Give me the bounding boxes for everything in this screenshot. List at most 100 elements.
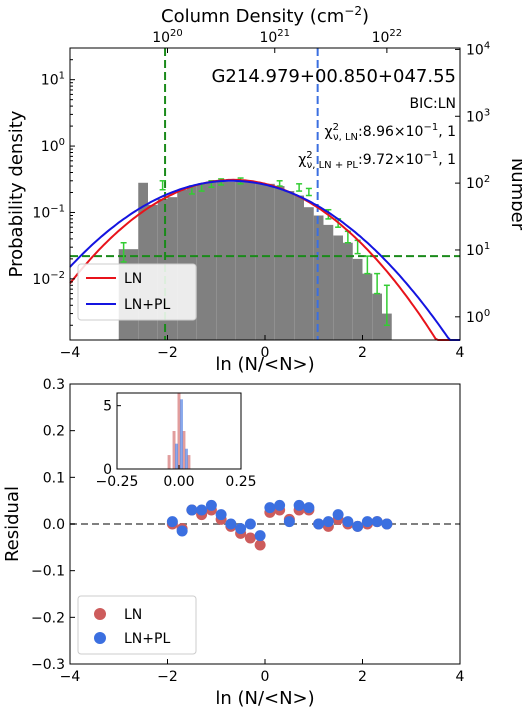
x-tick-label: 4 xyxy=(456,345,465,361)
inset-x-tick-label: −0.25 xyxy=(96,474,139,490)
inset-y-tick-label: 5 xyxy=(103,399,112,415)
top-x-tick-label: 1020 xyxy=(152,28,183,46)
residual-point-lnpl xyxy=(244,518,256,530)
residual-point-lnpl xyxy=(381,518,393,530)
chi2-ln-label: χ2 ν, LN:8.96×10−1, 1 xyxy=(325,122,456,143)
residual-y-axis-label: Residual xyxy=(2,486,23,562)
histogram-bar xyxy=(216,181,226,340)
histogram-bar xyxy=(343,242,353,340)
residual-y-tick-label: −0.3 xyxy=(31,657,65,673)
residual-y-tick-label: −0.2 xyxy=(31,610,65,626)
residual-point-lnpl xyxy=(303,502,315,514)
top-x-tick-label: 1022 xyxy=(372,28,403,46)
source-title: G214.979+00.850+047.55 xyxy=(211,66,456,87)
right-y-tick-label: 100 xyxy=(466,308,490,326)
x-tick-label: 2 xyxy=(358,345,367,361)
residual-y-tick-label: 0.1 xyxy=(43,470,65,486)
inset-axis-ticks: −0.25 0.00 0.25 5 0 xyxy=(96,399,257,490)
inset-y-tick-label: 0 xyxy=(103,462,112,478)
residual-point-lnpl xyxy=(215,509,227,521)
residual-x-tick-label: 4 xyxy=(456,669,465,685)
histogram-bar xyxy=(235,180,246,340)
residual-point-lnpl xyxy=(361,516,373,528)
y-tick-label: 101 xyxy=(41,71,65,89)
inset-x-tick-label: 0.00 xyxy=(163,474,194,490)
residual-point-lnpl xyxy=(186,504,198,516)
residual-axis-ticks: −4 −2 0 2 4 0.3 0.2 0.1 0.0 −0.1 −0.2 −0.3 xyxy=(31,377,465,685)
inset-bar xyxy=(175,443,179,469)
histogram-bar xyxy=(284,191,295,340)
residual-point-lnpl xyxy=(235,523,247,535)
inset-bar xyxy=(187,455,191,469)
histogram-bar xyxy=(372,293,382,340)
residual-y-tick-label: 0.2 xyxy=(43,424,65,440)
right-y-axis-label: Number xyxy=(507,158,522,231)
pdf-axis-ticks: −4 −2 0 2 4 101 100 10−1 10−2 104 103 102 101 100 1020… xyxy=(32,28,490,361)
residual-legend-lnpl-marker xyxy=(94,632,106,644)
histogram-bar xyxy=(294,195,304,340)
bic-label: BIC:LN xyxy=(410,96,457,112)
pdf-legend: LN LN+PL xyxy=(77,263,197,321)
residual-legend-ln-label: LN xyxy=(124,607,142,623)
residual-point-lnpl xyxy=(332,509,344,521)
histogram-bar xyxy=(138,182,148,340)
y-tick-label: 100 xyxy=(41,137,65,155)
residual-x-tick-label: 0 xyxy=(261,669,270,685)
residual-x-tick-label: −2 xyxy=(157,669,178,685)
residual-x-tick-label: 2 xyxy=(358,669,367,685)
residual-point-lnpl xyxy=(166,516,178,528)
right-y-tick-label: 103 xyxy=(466,107,490,125)
y-tick-label: 10−1 xyxy=(32,203,65,221)
inset-bar xyxy=(179,399,183,469)
residual-panel: −4 −2 0 2 4 0.3 0.2 0.1 0.0 −0.1 −0.2 −0.3 ln (N/<N… xyxy=(2,377,465,709)
residual-histogram-inset: −0.25 0.00 0.25 5 0 xyxy=(96,392,257,490)
histogram-bar xyxy=(323,224,334,340)
residual-y-tick-label: 0.0 xyxy=(43,517,65,533)
histogram-bar xyxy=(304,207,314,340)
histogram-bar xyxy=(226,181,236,340)
x-axis-label: ln (N/<N>) xyxy=(215,354,314,375)
residual-legend-lnpl-label: LN+PL xyxy=(124,631,170,647)
chi2-lnpl-label: χ2 ν, LN + PL:9.72×10−1, 1 xyxy=(298,150,456,171)
pdf-panel: −4 −2 0 2 4 101 100 10−1 10−2 104 103 102 101 100 1020… xyxy=(6,4,522,375)
inset-bar xyxy=(184,448,188,469)
x-tick-label: −2 xyxy=(157,345,178,361)
residual-point-lnpl xyxy=(176,525,188,537)
legend-ln-label: LN xyxy=(124,271,142,287)
residual-point-lnpl xyxy=(225,518,237,530)
residual-points xyxy=(166,499,393,551)
residual-y-tick-label: −0.1 xyxy=(31,564,65,580)
fit-curves xyxy=(69,178,460,341)
residual-point-ln xyxy=(244,532,256,544)
inset-x-tick-label: 0.25 xyxy=(225,474,256,490)
y-tick-label: 10−2 xyxy=(32,270,65,288)
residual-point-lnpl xyxy=(371,516,383,528)
residual-point-lnpl xyxy=(342,516,354,528)
inset-bar xyxy=(172,431,176,469)
inset-bar xyxy=(177,393,181,469)
histogram-bar xyxy=(265,183,275,340)
y-axis-label: Probability density xyxy=(6,110,27,277)
residual-x-tick-label: −4 xyxy=(60,669,81,685)
top-x-tick-label: 1021 xyxy=(259,28,290,46)
histogram-bar xyxy=(206,181,217,340)
residual-point-lnpl xyxy=(293,499,305,511)
legend-lnpl-label: LN+PL xyxy=(124,297,170,313)
residual-point-lnpl xyxy=(274,499,286,511)
inset-bar xyxy=(182,431,186,469)
right-y-tick-label: 102 xyxy=(466,174,490,192)
histogram-bar xyxy=(274,186,285,340)
residual-legend-ln-marker xyxy=(94,608,106,620)
residual-point-lnpl xyxy=(322,516,334,528)
right-y-tick-label: 104 xyxy=(466,40,490,58)
top-x-axis-label: Column Density (cm−2) xyxy=(161,4,369,27)
histogram-bar xyxy=(352,258,363,340)
residual-point-lnpl xyxy=(283,516,295,528)
right-y-tick-label: 101 xyxy=(466,241,490,259)
histogram-bar xyxy=(196,183,207,340)
inset-bars xyxy=(167,393,191,469)
residual-point-lnpl xyxy=(313,518,325,530)
residual-legend-box xyxy=(77,595,197,655)
histogram-bar xyxy=(187,186,197,340)
